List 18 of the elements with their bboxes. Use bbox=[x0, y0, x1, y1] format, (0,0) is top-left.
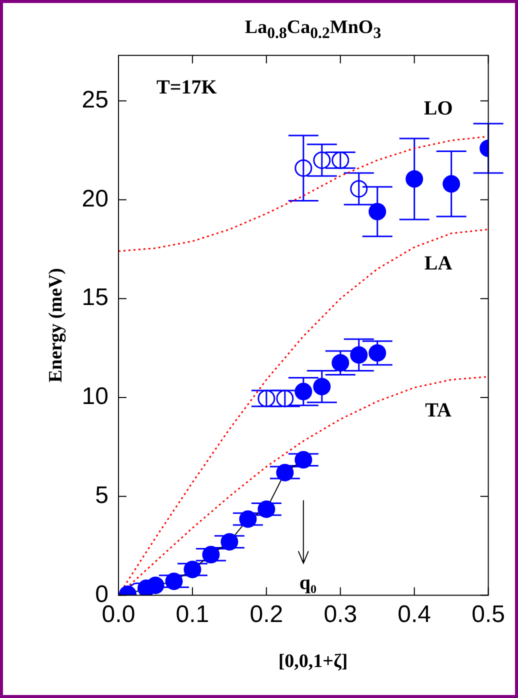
series-label: LO bbox=[424, 97, 453, 120]
x-tick-label: 0.2 bbox=[250, 601, 284, 628]
y-tick-label: 5 bbox=[95, 482, 108, 509]
y-tick-label: 20 bbox=[82, 185, 108, 212]
y-tick-label: 25 bbox=[82, 86, 108, 114]
y-tick-label: 15 bbox=[82, 284, 108, 312]
series-label: TA bbox=[425, 400, 452, 422]
x-tick-label: 0.1 bbox=[176, 601, 210, 628]
annotation: q₀ bbox=[299, 572, 317, 594]
series-label: LA bbox=[424, 252, 453, 274]
chart-title: La$_{0.8}$Ca$_{0.2}$MnO$_{3}$ bbox=[244, 17, 382, 43]
x-tick-label: 0.5 bbox=[472, 601, 506, 628]
x-tick-label: 0.4 bbox=[398, 601, 432, 628]
y-axis-title: Energy (meV) bbox=[45, 268, 66, 383]
x-axis-title: [0,0,1+ζ] bbox=[277, 651, 349, 673]
x-tick-label: 0.3 bbox=[324, 601, 358, 628]
annotation: T=17K bbox=[156, 76, 218, 98]
y-tick-label: 10 bbox=[82, 383, 108, 410]
